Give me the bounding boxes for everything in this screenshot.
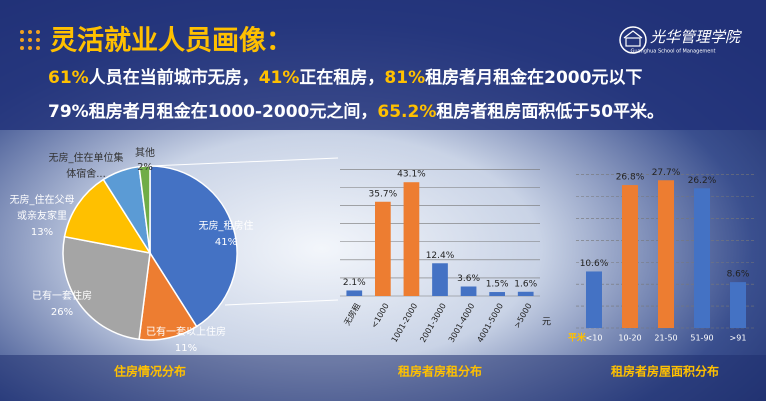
zoom-lines (149, 157, 339, 306)
highlight-text: 人员在当前城市无房， (89, 67, 259, 88)
unit-label: 元 (542, 318, 551, 328)
bar (694, 188, 710, 328)
bar (730, 282, 746, 328)
slice-label: 已有一套住房 (32, 289, 92, 302)
highlight-number: 61% (48, 68, 89, 88)
bar (622, 185, 638, 328)
x-tick-label: >91 (730, 334, 747, 343)
bar-value-label: 8.6% (727, 270, 750, 280)
bar (432, 263, 448, 296)
bar-value-label: 12.4% (426, 251, 455, 261)
slice-value-label: 11% (175, 343, 197, 354)
bar (403, 182, 420, 296)
bar-value-label: 26.2% (688, 176, 717, 186)
highlight-text: 79%租房者月租金在1000-2000元之间， (48, 101, 377, 122)
slice-value-label: 13% (31, 227, 53, 238)
slice-value-label: 26% (51, 307, 73, 318)
bar-value-label: 3.6% (457, 274, 480, 284)
bar-value-label: 26.8% (616, 173, 645, 183)
bar (517, 291, 534, 296)
x-tick-label: 51-90 (690, 334, 713, 343)
highlight-text: 租房者月租金在2000元以下 (425, 67, 642, 88)
slice-label: 无房_住在单位集体宿舍... (49, 151, 124, 180)
slide-title: 灵活就业人员画像： (50, 26, 293, 57)
slice-label: 无房_住在父母或亲友家里 (10, 193, 75, 222)
x-tick-label: 21-50 (654, 334, 677, 343)
logo-subtitle: Guanghua School of Management (631, 49, 716, 55)
x-tick-label: 10-20 (618, 334, 641, 343)
logo-name: 光华管理学院 (650, 28, 742, 46)
bar-value-label: 2.1% (343, 278, 366, 288)
bar (586, 271, 602, 328)
title-icon (20, 30, 40, 50)
bar (346, 290, 363, 296)
header-band (0, 0, 766, 130)
pie-slice (63, 178, 152, 255)
logo: 光华管理学院 Guanghua School of Management (619, 26, 742, 55)
bar (658, 180, 674, 328)
highlight-number: 65.2% (377, 102, 436, 122)
bar-value-label: 35.7% (369, 189, 398, 199)
bar-value-label: 27.7% (652, 168, 681, 178)
pie-slice (62, 235, 151, 341)
footer-band (0, 355, 766, 401)
bar-value-label: 1.6% (514, 279, 537, 289)
bar (375, 201, 391, 296)
bar (489, 292, 505, 296)
bar-value-label: 1.5% (486, 280, 509, 290)
highlight-text: 正在租房， (299, 67, 384, 88)
bar-value-label: 43.1% (397, 170, 426, 180)
highlight-lines: 61%人员在当前城市无房，41%正在租房，81%租房者月租金在2000元以下 79… (48, 67, 664, 122)
slice-value-label: 2% (137, 162, 153, 173)
bar (460, 286, 477, 296)
highlight-text: 租房者租房面积低于50平米。 (436, 101, 664, 122)
chart-title: 租房者房屋面积分布 (611, 364, 719, 379)
charts: 无房_租房住 41% 已有一套以上住房 11% 已有一套住房 26% 无房_住在父母或亲友家… (10, 146, 756, 379)
bar-value-label: 10.6% (580, 259, 609, 269)
slice-label: 已有一套以上住房 (146, 325, 226, 338)
x-tick-label: <10 (586, 334, 603, 343)
highlight-line: 61%人员在当前城市无房，41%正在租房，81%租房者月租金在2000元以下 (48, 67, 642, 88)
highlight-number: 41% (259, 68, 300, 88)
pie-slice (138, 165, 151, 254)
slice-label: 其他 (135, 146, 155, 159)
unit-label: 平米 (568, 332, 587, 344)
slice-label: 无房_租房住 (199, 219, 254, 232)
highlight-line: 79%租房者月租金在1000-2000元之间，65.2%租房者租房面积低于50平… (48, 101, 664, 122)
highlight-number: 81% (384, 68, 425, 88)
chart-title: 租房者房租分布 (398, 364, 482, 379)
slice-value-label: 41% (215, 237, 237, 248)
chart-title: 住房情况分布 (114, 364, 186, 379)
